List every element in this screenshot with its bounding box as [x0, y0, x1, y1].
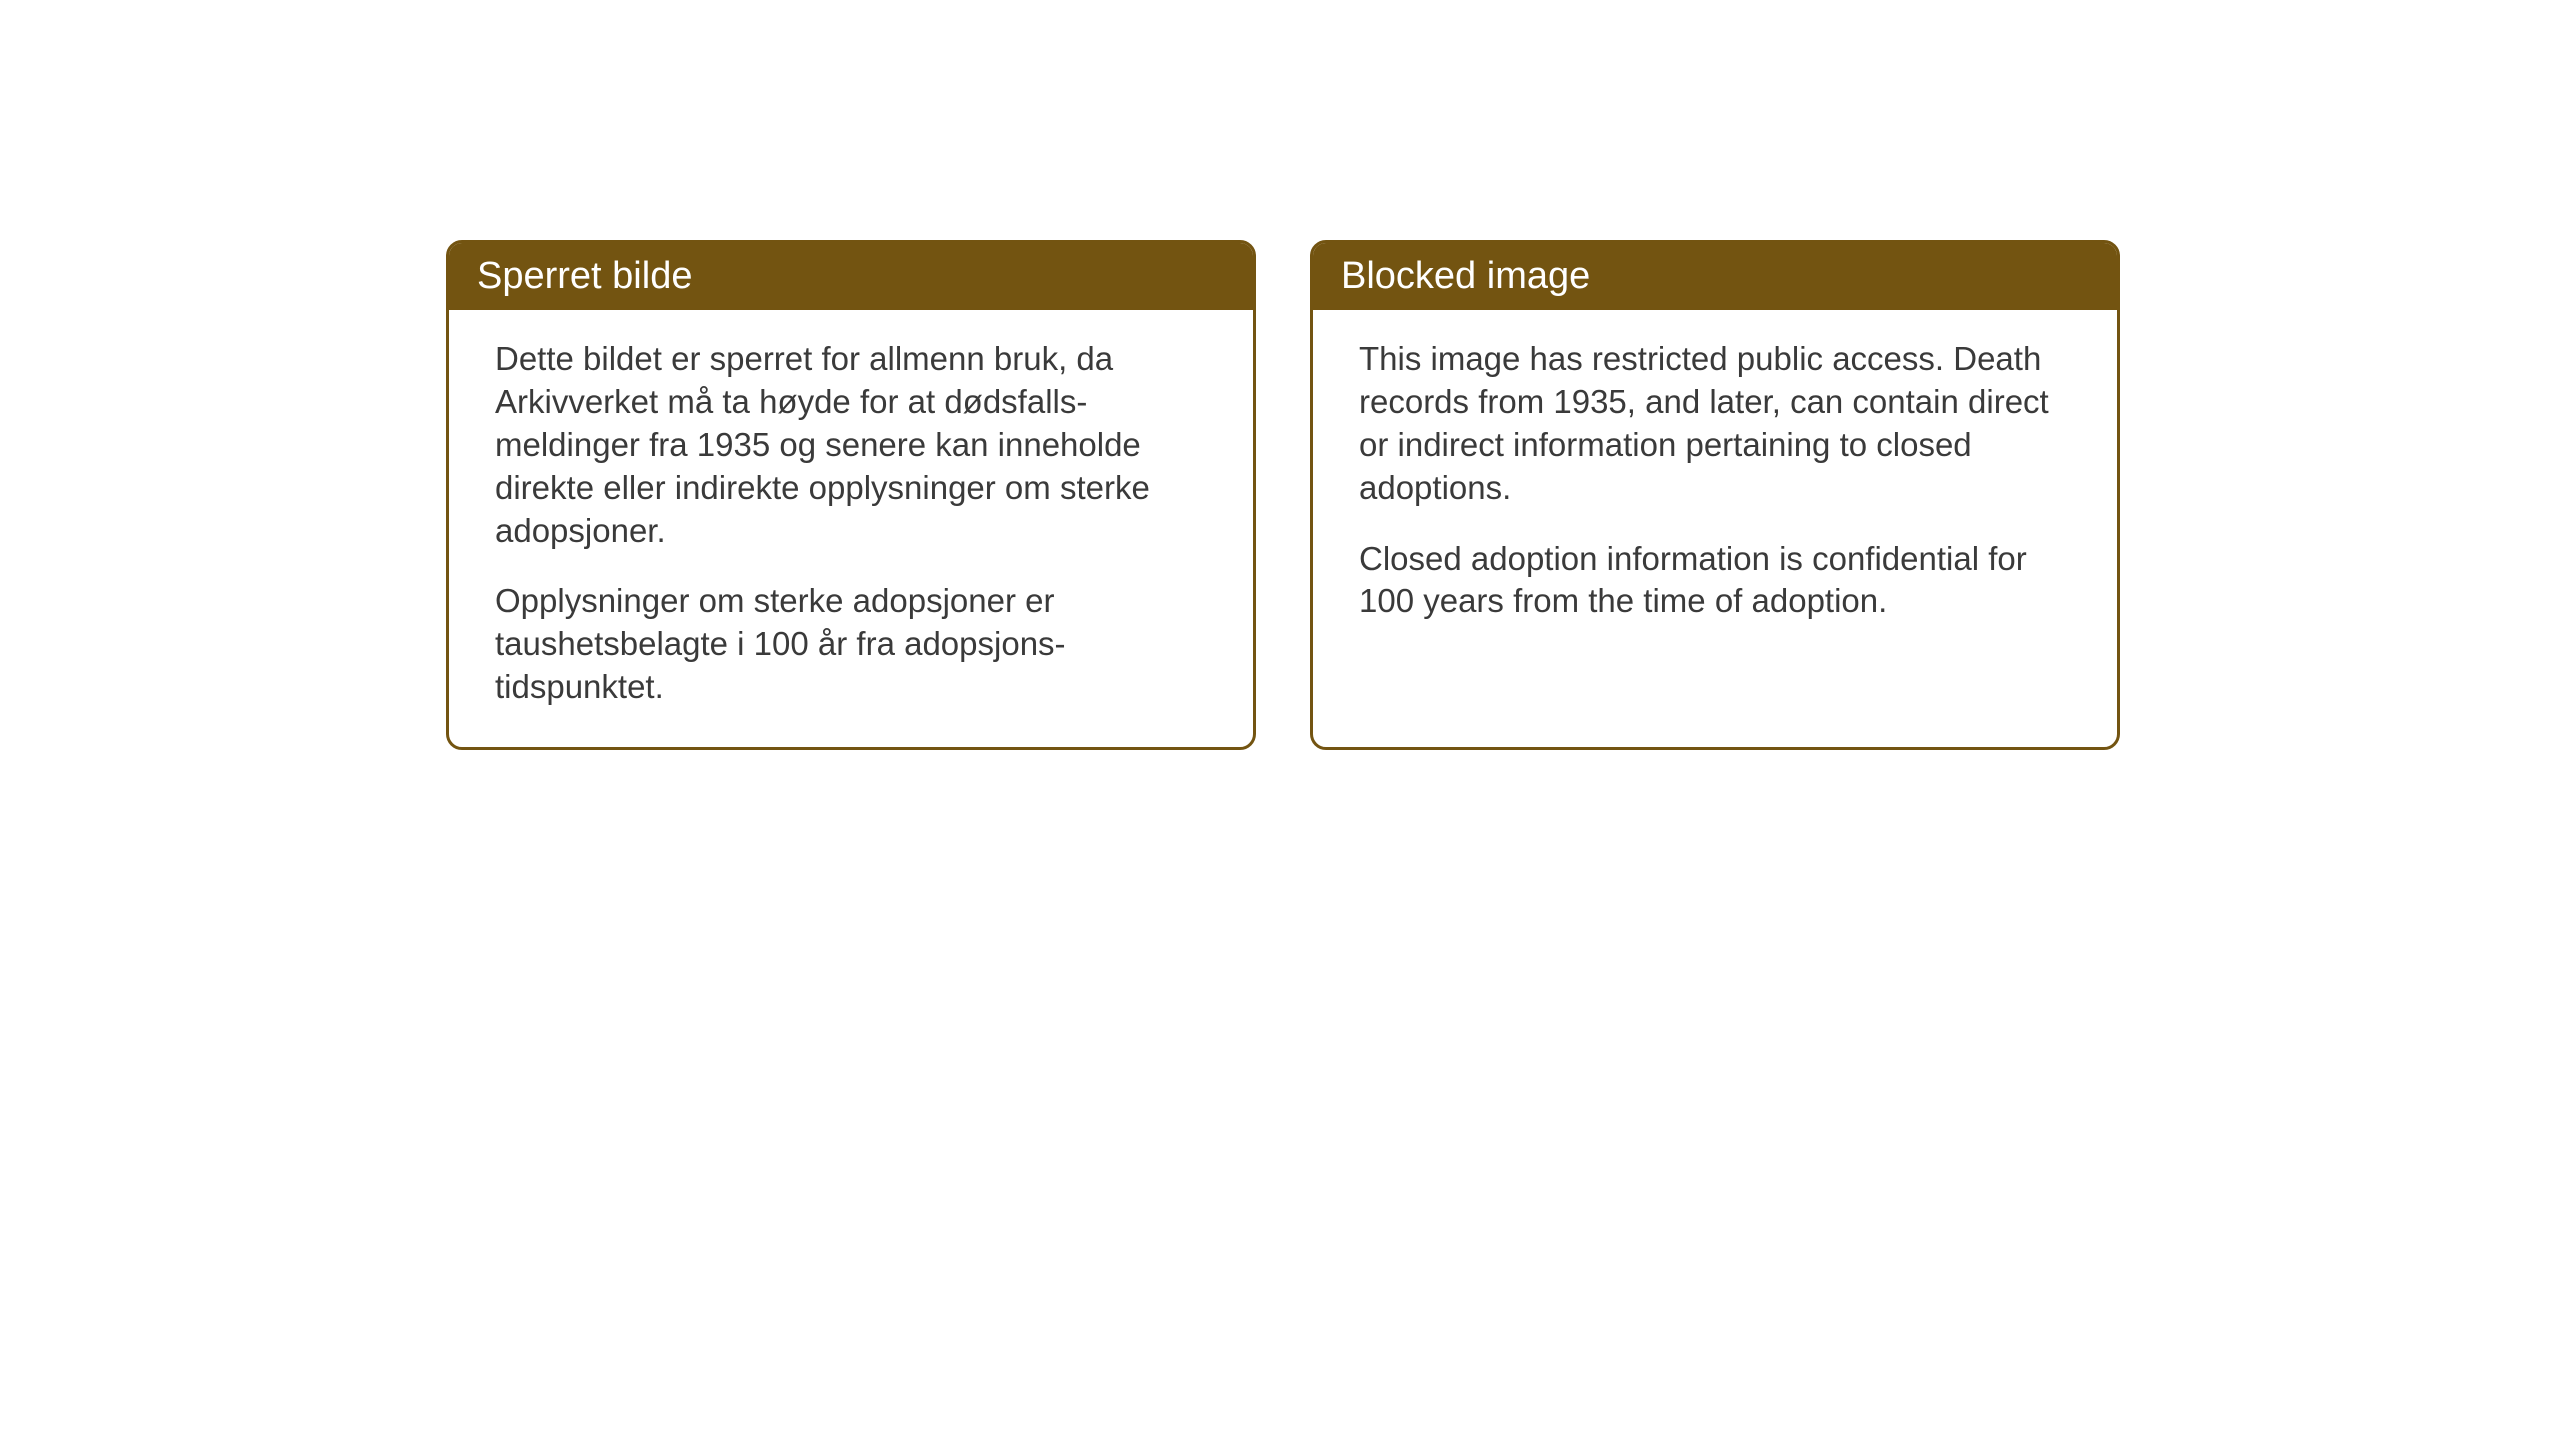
card-title-english: Blocked image: [1341, 255, 1590, 297]
card-title-norwegian: Sperret bilde: [477, 255, 692, 297]
notice-card-norwegian: Sperret bilde Dette bildet er sperret fo…: [446, 240, 1256, 750]
notice-cards-container: Sperret bilde Dette bildet er sperret fo…: [446, 240, 2120, 750]
card-paragraph-2-english: Closed adoption information is confident…: [1359, 538, 2071, 624]
notice-card-english: Blocked image This image has restricted …: [1310, 240, 2120, 750]
card-paragraph-1-norwegian: Dette bildet er sperret for allmenn bruk…: [495, 338, 1207, 552]
card-body-norwegian: Dette bildet er sperret for allmenn bruk…: [449, 310, 1253, 745]
card-paragraph-1-english: This image has restricted public access.…: [1359, 338, 2071, 510]
card-paragraph-2-norwegian: Opplysninger om sterke adopsjoner er tau…: [495, 580, 1207, 709]
card-body-english: This image has restricted public access.…: [1313, 310, 2117, 659]
card-header-english: Blocked image: [1313, 243, 2117, 310]
card-header-norwegian: Sperret bilde: [449, 243, 1253, 310]
